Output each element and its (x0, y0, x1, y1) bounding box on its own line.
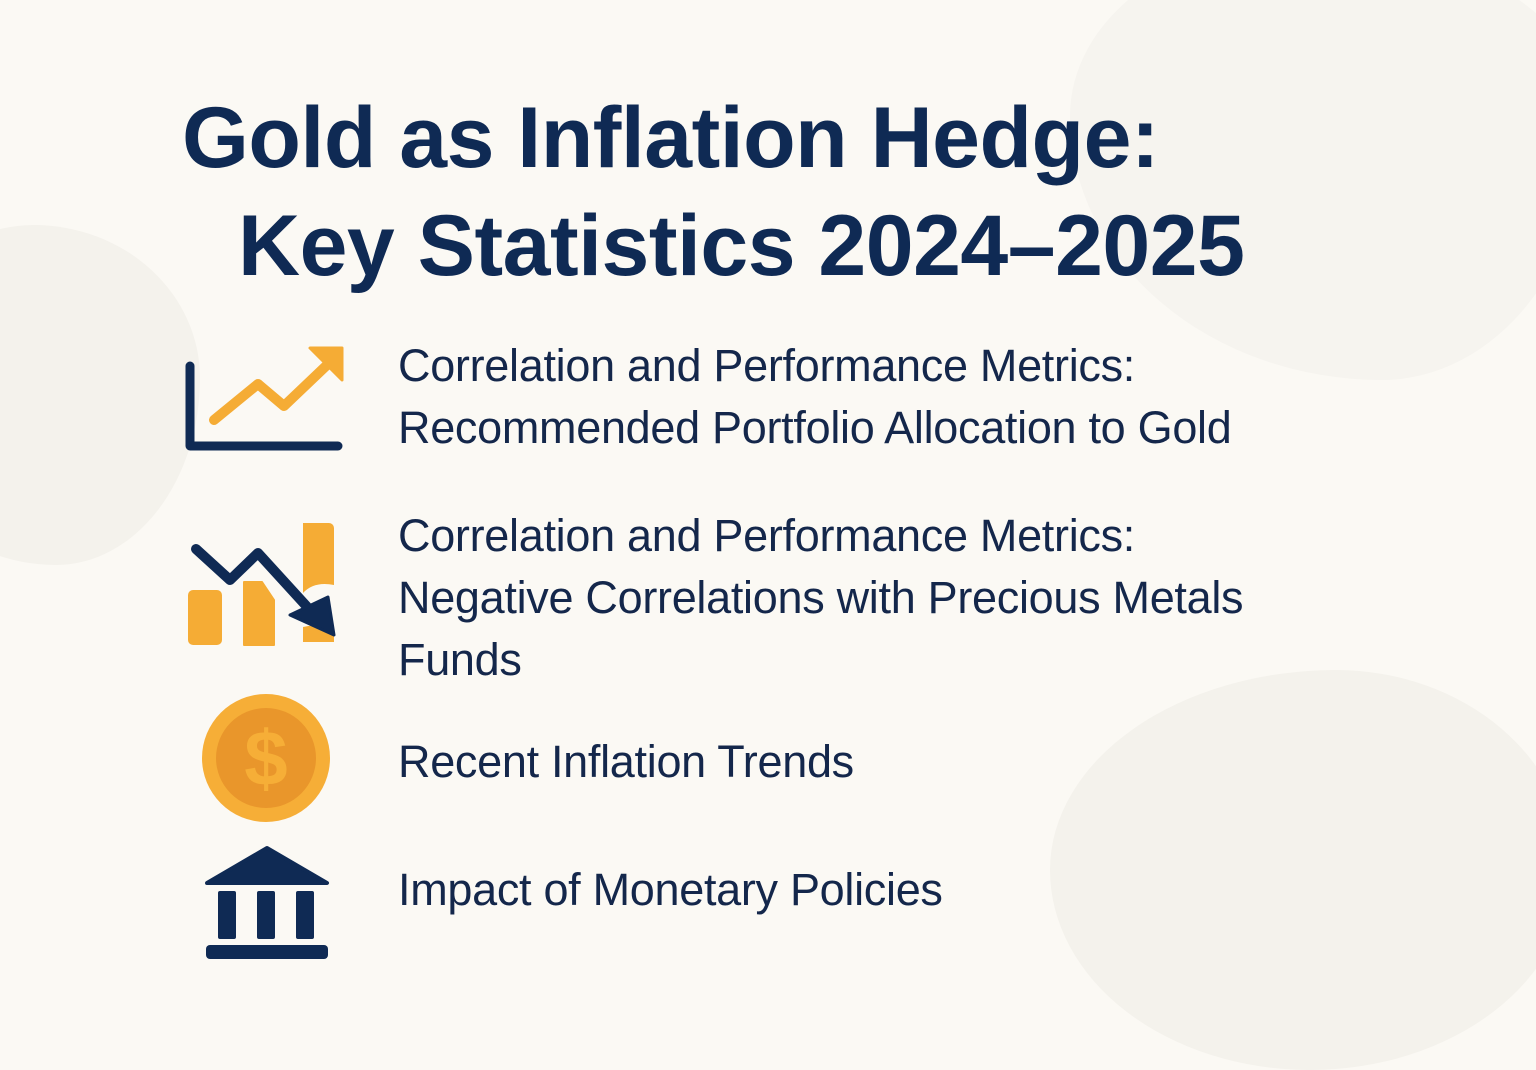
label-line: Recent Inflation Trends (398, 736, 854, 787)
dollar-coin-icon: $ (202, 694, 330, 822)
stat-item-label: Recent Inflation Trends (398, 731, 854, 793)
background-blob-left (0, 225, 200, 565)
svg-text:$: $ (244, 714, 287, 802)
label-line: Negative Correlations with Precious Meta… (398, 572, 1244, 623)
stat-item-label: Impact of Monetary Policies (398, 859, 943, 921)
stat-item-label: Correlation and Performance Metrics: Rec… (398, 335, 1232, 459)
stat-item-label: Correlation and Performance Metrics: Neg… (398, 505, 1244, 691)
label-line: Funds (398, 634, 522, 685)
label-line: Impact of Monetary Policies (398, 864, 943, 915)
trending-up-chart-icon (185, 346, 344, 451)
background-blob-bottom-right (1050, 670, 1536, 1070)
label-line: Recommended Portfolio Allocation to Gold (398, 402, 1232, 453)
label-line: Correlation and Performance Metrics: (398, 510, 1135, 561)
declining-bar-chart-icon (188, 523, 336, 646)
bank-building-icon (205, 846, 329, 959)
title-line-1: Gold as Inflation Hedge: (182, 90, 1160, 186)
page-title: Gold as Inflation Hedge: Key Statistics … (182, 84, 1382, 300)
label-line: Correlation and Performance Metrics: (398, 340, 1135, 391)
title-line-2: Key Statistics 2024–2025 (238, 198, 1245, 294)
